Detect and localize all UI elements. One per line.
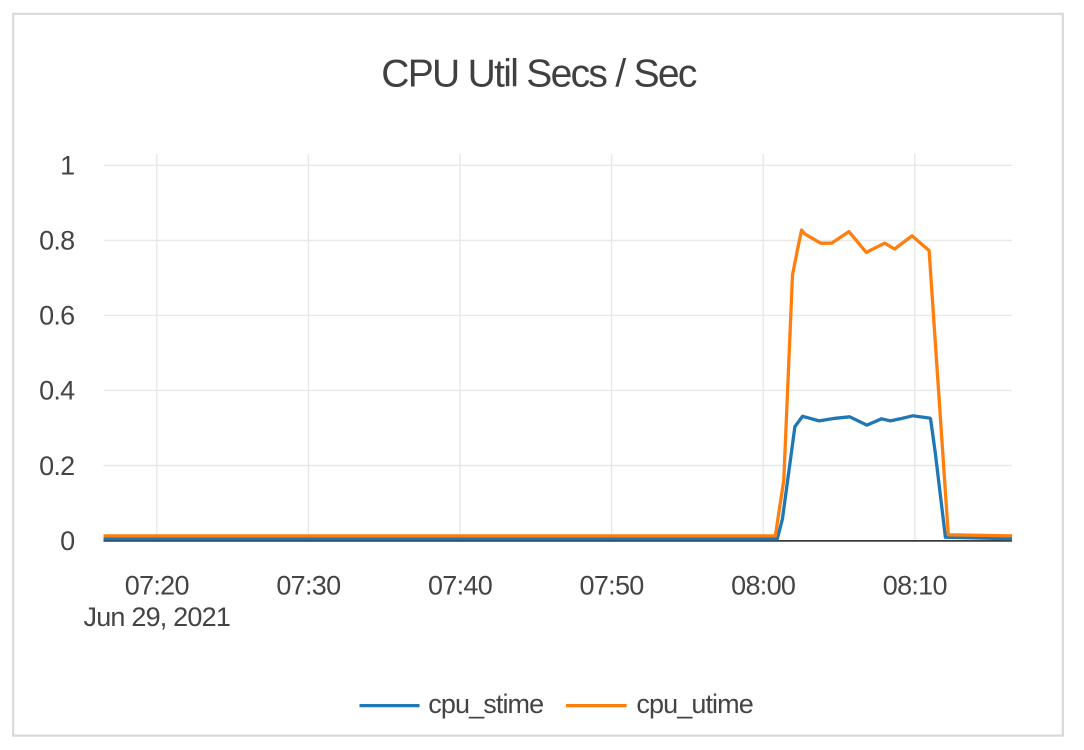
svg-text:08:00: 08:00 <box>731 571 795 601</box>
svg-text:07:50: 07:50 <box>580 571 644 601</box>
svg-text:0.6: 0.6 <box>39 301 74 331</box>
svg-text:cpu_stime: cpu_stime <box>428 689 543 719</box>
svg-text:0.8: 0.8 <box>39 226 74 256</box>
svg-text:0.4: 0.4 <box>39 376 75 406</box>
svg-text:Jun 29, 2021: Jun 29, 2021 <box>84 602 231 632</box>
svg-text:0: 0 <box>60 526 74 556</box>
svg-text:0.2: 0.2 <box>39 451 74 481</box>
svg-text:07:20: 07:20 <box>125 571 189 601</box>
svg-text:1: 1 <box>60 151 74 181</box>
svg-text:08:10: 08:10 <box>883 571 947 601</box>
svg-text:07:40: 07:40 <box>428 571 492 601</box>
svg-text:cpu_utime: cpu_utime <box>636 689 752 719</box>
svg-text:CPU Util Secs / Sec: CPU Util Secs / Sec <box>381 53 697 96</box>
svg-text:07:30: 07:30 <box>276 571 340 601</box>
